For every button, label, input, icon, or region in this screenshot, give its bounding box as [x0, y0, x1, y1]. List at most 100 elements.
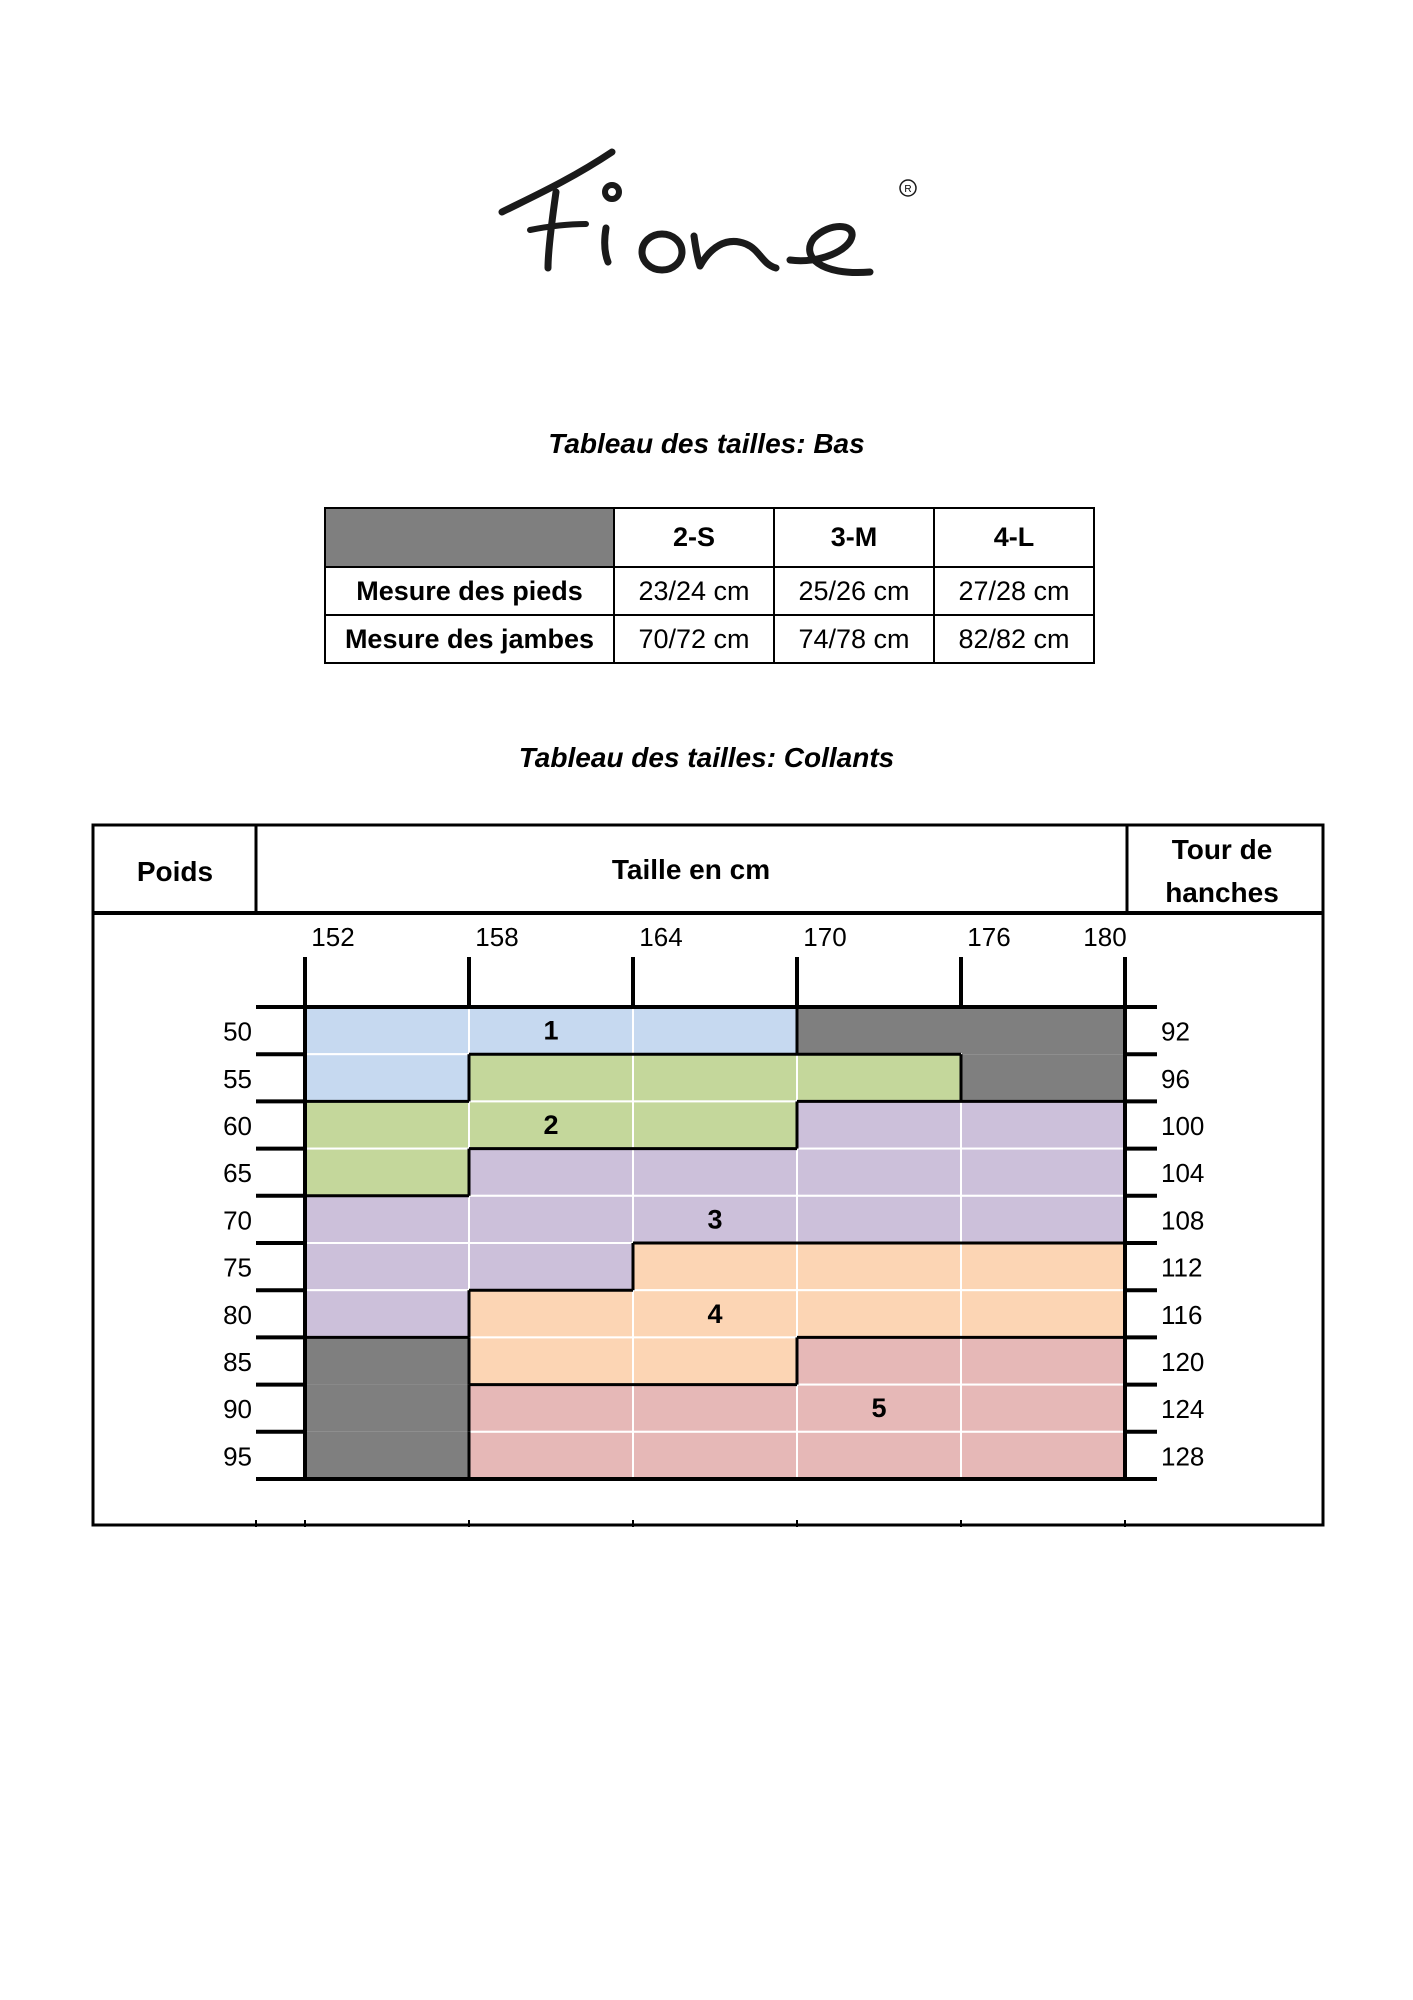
- grid-cell: [796, 1289, 962, 1339]
- row-label: Mesure des pieds: [324, 566, 615, 616]
- grid-cell: [632, 1242, 798, 1292]
- grid-cell: [468, 1289, 634, 1339]
- hip-label: 96: [1161, 1064, 1190, 1094]
- grid-cell: [305, 1337, 469, 1385]
- size-label-2: 2: [543, 1110, 558, 1140]
- table-cell: 70/72 cm: [613, 614, 775, 664]
- grid-cell: [632, 1383, 798, 1433]
- weight-label: 80: [223, 1300, 252, 1330]
- header-taille: Taille en cm: [612, 854, 770, 885]
- grid-cell: [632, 1100, 798, 1150]
- grid-cell: [468, 1147, 634, 1197]
- grid-cell: [796, 1194, 962, 1245]
- grid-cell: [468, 1242, 634, 1292]
- hip-label: 116: [1161, 1300, 1202, 1330]
- size-label-5: 5: [871, 1393, 886, 1423]
- grid-cell: [797, 1007, 961, 1055]
- collants-title: Tableau des tailles: Collants: [518, 742, 895, 773]
- grid-cell: [304, 1194, 470, 1245]
- grid-cell: [468, 1430, 634, 1481]
- height-label: 164: [639, 922, 682, 952]
- grid-cell: [796, 1053, 962, 1103]
- grid-cell: [632, 1053, 798, 1103]
- size-label-3: 3: [707, 1204, 722, 1234]
- table-cell: 23/24 cm: [613, 566, 775, 616]
- grid-cell: [960, 1242, 1126, 1292]
- table-cell: 82/82 cm: [933, 614, 1095, 664]
- hip-label: 120: [1161, 1347, 1204, 1377]
- grid-cell: [468, 1383, 634, 1433]
- grid-cell: [304, 1147, 470, 1197]
- table-cell: 74/78 cm: [773, 614, 935, 664]
- size-header-4l: 4-L: [933, 507, 1095, 568]
- grid-cell: [632, 1336, 798, 1386]
- grid-cell: [960, 1336, 1126, 1386]
- weight-label: 55: [223, 1064, 252, 1094]
- table-cell: 27/28 cm: [933, 566, 1095, 616]
- height-label: 176: [967, 922, 1010, 952]
- hip-label: 112: [1161, 1253, 1202, 1283]
- weight-label: 50: [223, 1017, 252, 1047]
- grid-cell: [960, 1383, 1126, 1433]
- hip-label: 128: [1161, 1441, 1204, 1471]
- header-poids: Poids: [137, 856, 213, 887]
- grid-cell: [796, 1147, 962, 1197]
- weight-label: 95: [223, 1441, 252, 1471]
- grid-cell: [304, 1289, 470, 1339]
- weight-label: 70: [223, 1205, 252, 1235]
- hip-label: 104: [1161, 1158, 1204, 1188]
- size-header-3m: 3-M: [773, 507, 935, 568]
- grid-cell: [960, 1194, 1126, 1245]
- grid-cell: [304, 1242, 470, 1292]
- header-hanches-1: Tour de: [1172, 834, 1273, 865]
- size-header-2s: 2-S: [613, 507, 775, 568]
- height-label: 152: [311, 922, 354, 952]
- grid-cell: [632, 1147, 798, 1197]
- grid-cell: [961, 1007, 1125, 1055]
- grid-cell: [632, 1194, 798, 1245]
- weight-label: 65: [223, 1158, 252, 1188]
- grid-cell: [304, 1053, 470, 1103]
- grid-cell: [796, 1336, 962, 1386]
- bas-title: Tableau des tailles: Bas: [548, 428, 865, 459]
- grid-cell: [960, 1430, 1126, 1481]
- grid-cell: [468, 1194, 634, 1245]
- weight-label: 60: [223, 1111, 252, 1141]
- grid-cell: [305, 1431, 469, 1479]
- grid-cell: [960, 1100, 1126, 1150]
- grid-cell: [305, 1384, 469, 1432]
- grid-cell: [961, 1054, 1125, 1102]
- grid-cell: [468, 1100, 634, 1150]
- fiore-logo: R: [498, 148, 917, 277]
- grid-cell: [960, 1289, 1126, 1339]
- grid-cell: [796, 1100, 962, 1150]
- table-row: Mesure des pieds 23/24 cm 25/26 cm 27/28…: [324, 566, 1095, 616]
- grid-cell: [468, 1336, 634, 1386]
- grid-cell: [796, 1430, 962, 1481]
- weight-label: 85: [223, 1347, 252, 1377]
- size-label-1: 1: [543, 1016, 558, 1046]
- size-label-4: 4: [707, 1299, 722, 1329]
- height-label: 180: [1083, 922, 1126, 952]
- hip-label: 92: [1161, 1017, 1190, 1047]
- hip-label: 124: [1161, 1394, 1204, 1424]
- grid-cell: [304, 1006, 470, 1056]
- table-cell: 25/26 cm: [773, 566, 935, 616]
- row-label: Mesure des jambes: [324, 614, 615, 664]
- grid-cell: [632, 1006, 798, 1056]
- height-label: 170: [803, 922, 846, 952]
- bas-size-table: 2-S 3-M 4-L Mesure des pieds 23/24 cm 25…: [324, 507, 1095, 664]
- chart-frame: [91, 823, 1325, 1527]
- grid-cell: [632, 1430, 798, 1481]
- grid-cell: [796, 1242, 962, 1292]
- grid-cell: [960, 1147, 1126, 1197]
- grid-cell: [632, 1289, 798, 1339]
- table-corner: [324, 507, 615, 568]
- height-label: 158: [475, 922, 518, 952]
- hip-label: 100: [1161, 1111, 1204, 1141]
- grid-cell: [304, 1100, 470, 1150]
- weight-label: 75: [223, 1253, 252, 1283]
- svg-text:R: R: [904, 184, 911, 195]
- header-hanches-2: hanches: [1165, 877, 1279, 908]
